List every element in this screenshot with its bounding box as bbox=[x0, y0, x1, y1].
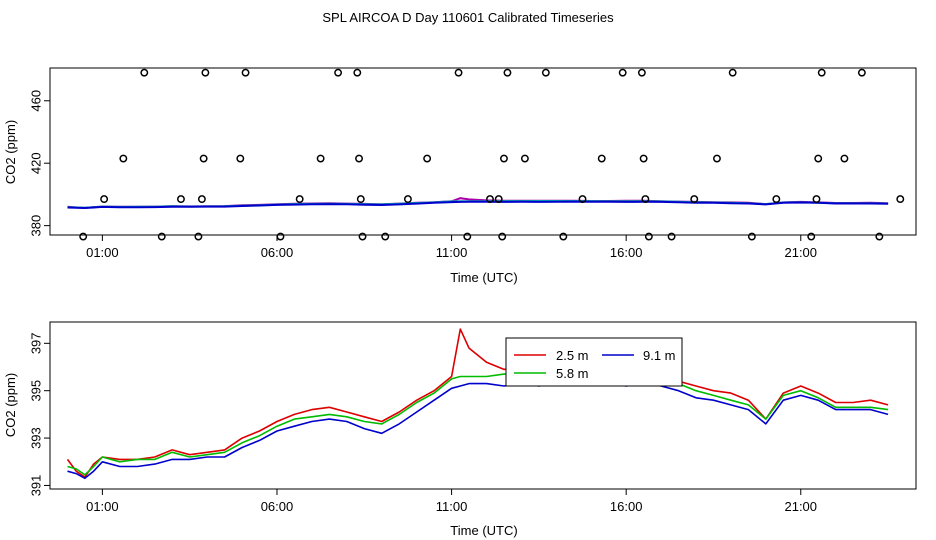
bottom-x-tick-label-3: 16:00 bbox=[610, 499, 643, 514]
top-x-tick-label-2: 11:00 bbox=[436, 245, 468, 260]
top-point-33 bbox=[578, 195, 587, 204]
top-point-35 bbox=[618, 68, 627, 77]
chart-title: SPL AIRCOA D Day 110601 Calibrated Times… bbox=[322, 10, 614, 25]
series-5-8-m-line bbox=[67, 370, 889, 476]
top-x-tick-label-3: 16:00 bbox=[610, 245, 643, 260]
top-point-8 bbox=[199, 154, 208, 163]
top-point-38 bbox=[641, 195, 650, 204]
top-y-tick-label-1: 420 bbox=[29, 152, 44, 174]
top-point-10 bbox=[236, 154, 245, 163]
series-2-5-m-line bbox=[66, 328, 889, 479]
top-point-45 bbox=[772, 195, 781, 204]
top-point-36 bbox=[637, 68, 646, 77]
top-point-32 bbox=[559, 232, 568, 241]
top-plot-frame bbox=[49, 67, 917, 236]
top-points-group bbox=[79, 68, 905, 241]
legend-box bbox=[505, 337, 683, 387]
top-point-25 bbox=[486, 195, 494, 204]
top-point-17 bbox=[355, 154, 363, 163]
top-point-44 bbox=[747, 232, 756, 241]
top-point-9 bbox=[201, 68, 210, 77]
top-trace-2 bbox=[67, 200, 889, 210]
top-point-42 bbox=[713, 154, 721, 163]
top-point-34 bbox=[597, 154, 606, 163]
top-point-14 bbox=[316, 154, 325, 163]
top-point-22 bbox=[423, 154, 432, 163]
bottom-x-tick-label-1: 06:00 bbox=[261, 499, 294, 514]
bottom-x-tick-label-0: 01:00 bbox=[86, 499, 119, 514]
top-point-18 bbox=[356, 195, 365, 204]
bottom-y-tick-label-2: 395 bbox=[29, 380, 44, 402]
legend: 2.5 m 9.1 m 5.8 m bbox=[505, 337, 683, 387]
top-point-50 bbox=[840, 154, 849, 163]
top-point-7 bbox=[197, 195, 206, 204]
top-point-30 bbox=[520, 154, 529, 163]
bottom-y-axis-label: CO2 (ppm) bbox=[3, 373, 18, 437]
top-point-12 bbox=[276, 232, 285, 241]
bottom-plot-frame bbox=[49, 321, 917, 490]
bottom-x-tick-label-4: 21:00 bbox=[784, 499, 817, 514]
top-point-19 bbox=[358, 232, 367, 241]
top-point-48 bbox=[814, 154, 823, 163]
top-point-52 bbox=[875, 232, 884, 241]
top-point-28 bbox=[500, 154, 508, 163]
bottom-x-axis-label: Time (UTC) bbox=[450, 523, 517, 538]
top-x-tick-label-4: 21:00 bbox=[784, 245, 817, 260]
top-point-43 bbox=[728, 68, 737, 77]
series-9-1-m-line bbox=[67, 380, 889, 480]
top-point-27 bbox=[498, 232, 507, 241]
bottom-panel: 01:00 06:00 11:00 16:00 21:00 391 393 395 397 T… bbox=[3, 321, 917, 538]
top-y-tick-label-2: 460 bbox=[29, 90, 44, 112]
top-point-53 bbox=[896, 195, 905, 204]
top-point-20 bbox=[381, 232, 390, 241]
bottom-y-axis: 391 393 395 397 bbox=[29, 332, 50, 497]
top-point-37 bbox=[639, 154, 648, 163]
top-point-16 bbox=[353, 68, 362, 77]
top-x-axis: 01:00 06:00 11:00 16:00 21:00 bbox=[86, 235, 817, 260]
top-x-tick-label-0: 01:00 bbox=[86, 245, 119, 260]
bottom-y-tick-label-0: 391 bbox=[29, 475, 44, 497]
top-point-24 bbox=[463, 232, 472, 241]
top-x-tick-label-1: 06:00 bbox=[261, 245, 294, 260]
top-panel: 01:00 06:00 11:00 16:00 21:00 380 420 460 Time… bbox=[3, 67, 917, 285]
top-point-31 bbox=[541, 68, 550, 77]
top-point-29 bbox=[503, 68, 512, 77]
legend-label-5-8m: 5.8 m bbox=[556, 366, 589, 381]
bottom-series-group bbox=[66, 328, 889, 480]
top-point-5 bbox=[176, 195, 185, 204]
top-point-15 bbox=[334, 68, 343, 77]
top-point-51 bbox=[857, 68, 866, 77]
top-point-26 bbox=[494, 195, 503, 204]
top-point-47 bbox=[812, 195, 821, 204]
top-point-46 bbox=[807, 232, 816, 241]
bottom-x-axis: 01:00 06:00 11:00 16:00 21:00 bbox=[86, 489, 817, 514]
top-point-41 bbox=[690, 195, 699, 204]
top-point-6 bbox=[194, 232, 203, 241]
top-point-4 bbox=[157, 232, 166, 241]
top-point-23 bbox=[454, 68, 463, 77]
top-y-tick-label-0: 380 bbox=[29, 215, 44, 237]
bottom-x-tick-label-2: 11:00 bbox=[436, 499, 468, 514]
top-series-group bbox=[67, 197, 889, 210]
top-y-axis: 380 420 460 bbox=[29, 90, 50, 237]
top-point-49 bbox=[817, 68, 826, 77]
top-point-3 bbox=[140, 68, 149, 77]
top-point-0 bbox=[79, 232, 88, 241]
top-point-13 bbox=[295, 195, 304, 204]
bottom-y-tick-label-1: 393 bbox=[29, 427, 44, 449]
top-point-2 bbox=[119, 154, 128, 163]
top-y-axis-label: CO2 (ppm) bbox=[3, 120, 18, 184]
top-point-39 bbox=[644, 232, 653, 241]
top-point-11 bbox=[241, 68, 250, 77]
top-point-1 bbox=[100, 195, 109, 204]
legend-label-9-1m: 9.1 m bbox=[643, 348, 676, 363]
bottom-y-tick-label-3: 397 bbox=[29, 332, 44, 354]
legend-label-2-5m: 2.5 m bbox=[556, 348, 589, 363]
top-point-40 bbox=[667, 232, 676, 241]
top-x-axis-label: Time (UTC) bbox=[450, 270, 517, 285]
top-point-21 bbox=[403, 195, 412, 204]
